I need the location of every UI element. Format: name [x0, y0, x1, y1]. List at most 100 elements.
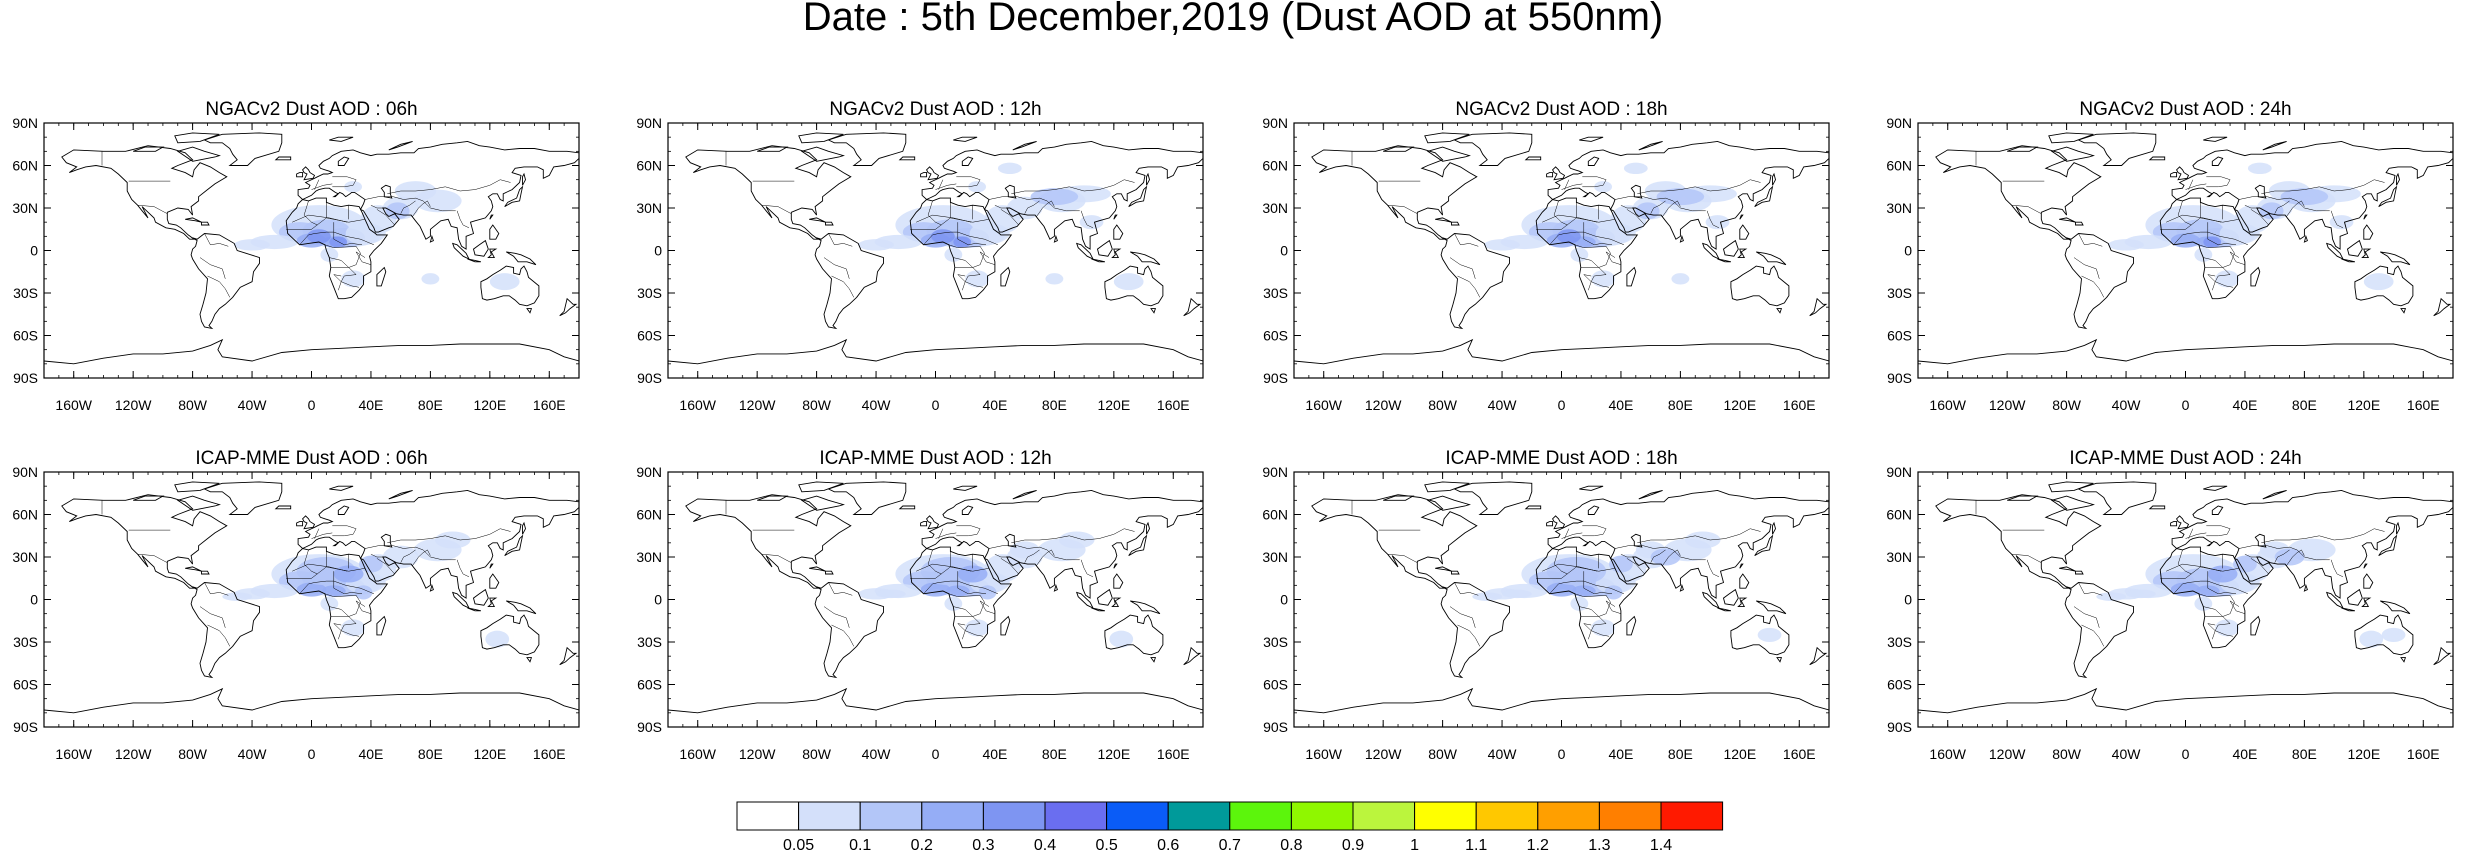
north-america-outline — [1935, 494, 2102, 589]
country-border — [400, 549, 416, 563]
colorbar-label: 0.8 — [1280, 837, 1302, 853]
lat-tick-label: 90S — [637, 370, 662, 386]
sulawesi-outline — [487, 248, 498, 259]
australia-outline — [1104, 614, 1164, 656]
lon-tick-label: 80W — [802, 746, 832, 762]
figure-title: Date : 5th December,2019 (Dust AOD at 55… — [803, 0, 1663, 39]
north-america-outline — [1935, 145, 2102, 240]
dust-blob — [1757, 627, 1782, 643]
south-america-outline — [1440, 233, 1510, 330]
panel-title: ICAP-MME Dust AOD : 24h — [2069, 448, 2301, 469]
country-border — [2250, 558, 2269, 575]
country-border — [2261, 179, 2385, 195]
new-zealand-outline — [2433, 297, 2452, 317]
lon-tick-label: 120E — [473, 397, 506, 413]
country-border — [329, 257, 360, 288]
map-panel-ngac-24: NGACv2 Dust AOD : 24h 90N 60N 30N 0 30S 60S 90S… — [1886, 99, 2454, 413]
country-border — [1561, 183, 1583, 190]
lon-tick-label: 160W — [679, 397, 716, 413]
panel-title: NGACv2 Dust AOD : 24h — [2079, 99, 2291, 120]
country-border — [292, 563, 348, 572]
baffin-island-outline — [2050, 495, 2095, 511]
country-border — [2173, 231, 2248, 246]
country-border — [938, 528, 944, 539]
north-america-outline — [61, 145, 228, 240]
ellesmere-island-outline — [798, 481, 844, 493]
colorbar-swatch — [982, 801, 1046, 831]
country-border — [376, 209, 395, 226]
colorbar-label: 0.7 — [1219, 837, 1241, 853]
greenland-outline — [203, 132, 283, 166]
dust-blob — [321, 585, 346, 597]
country-border — [1036, 200, 1055, 217]
eurasia-outline — [2171, 489, 2453, 599]
lon-tick-label: 120W — [1989, 397, 2026, 413]
sulawesi-outline — [487, 597, 498, 608]
country-border — [207, 624, 231, 647]
coastlines — [1918, 132, 2453, 365]
country-border — [311, 532, 333, 539]
uk-outline — [302, 515, 316, 530]
lat-tick-label: 60N — [636, 507, 662, 523]
country-border — [292, 214, 348, 223]
lat-tick-label: 90S — [1263, 719, 1288, 735]
sakhalin-outline — [522, 521, 526, 535]
colorbar-label: 1.2 — [1527, 837, 1549, 853]
dust-blob — [1030, 188, 1079, 206]
eurasia-outline — [2171, 140, 2453, 250]
taiwan-outline — [2363, 563, 2368, 569]
country-border — [2207, 274, 2216, 291]
borneo-outline — [1096, 239, 1113, 257]
greenland-outline — [827, 481, 907, 515]
greenland-outline — [2077, 481, 2157, 515]
lon-tick-label: 160W — [1305, 746, 1342, 762]
victoria-island-outline — [133, 146, 165, 152]
dust-blob — [421, 273, 440, 285]
country-border — [916, 563, 972, 572]
country-border — [927, 549, 942, 575]
lon-tick-label: 80E — [2292, 397, 2317, 413]
panel-title: NGACv2 Dust AOD : 12h — [829, 99, 1041, 120]
ireland-outline — [920, 521, 928, 527]
novaya-zemlya-outline — [2262, 140, 2287, 151]
colorbar-swatch — [1229, 801, 1292, 831]
dust-blob — [953, 236, 972, 248]
lat-tick-label: 0 — [30, 243, 38, 259]
dust-blob — [1109, 630, 1134, 648]
country-border — [923, 231, 998, 246]
panel-title: ICAP-MME Dust AOD : 06h — [195, 448, 427, 469]
country-border — [2238, 545, 2330, 561]
country-border — [957, 222, 987, 246]
sakhalin-outline — [522, 172, 526, 186]
colorbar-label: 0.5 — [1095, 837, 1117, 853]
iceland-outline — [898, 156, 916, 161]
lat-tick-label: 30N — [1886, 200, 1912, 216]
tasmania-outline — [1776, 657, 1783, 663]
lon-tick-label: 80E — [1042, 397, 1067, 413]
country-border — [1080, 210, 1094, 229]
dust-blob — [1484, 239, 1520, 251]
country-border — [1553, 549, 1568, 575]
lat-tick-label: 90N — [636, 464, 662, 480]
iceland-outline — [274, 156, 292, 161]
sulawesi-outline — [2361, 597, 2372, 608]
country-border — [2238, 196, 2330, 212]
country-border — [1614, 196, 1706, 212]
south-america-outline — [2064, 233, 2134, 330]
country-border — [935, 183, 957, 190]
country-border — [199, 257, 226, 279]
south-america-outline — [2064, 582, 2134, 679]
country-border — [2177, 549, 2192, 575]
map-panel-ngac-18: NGACv2 Dust AOD : 18h 90N 60N 30N 0 30S 60S 90S… — [1262, 99, 1830, 413]
sakhalin-outline — [2396, 172, 2400, 186]
japan-outline — [504, 185, 524, 207]
dust-blob — [1623, 162, 1648, 174]
colorbar-swatch — [1537, 801, 1600, 831]
philippines-outline — [1739, 573, 1750, 589]
uk-outline — [926, 166, 940, 181]
philippines-outline — [1739, 224, 1750, 240]
country-border — [2206, 176, 2231, 188]
lat-tick-label: 30S — [1887, 634, 1912, 650]
baffin-island-outline — [176, 146, 221, 162]
